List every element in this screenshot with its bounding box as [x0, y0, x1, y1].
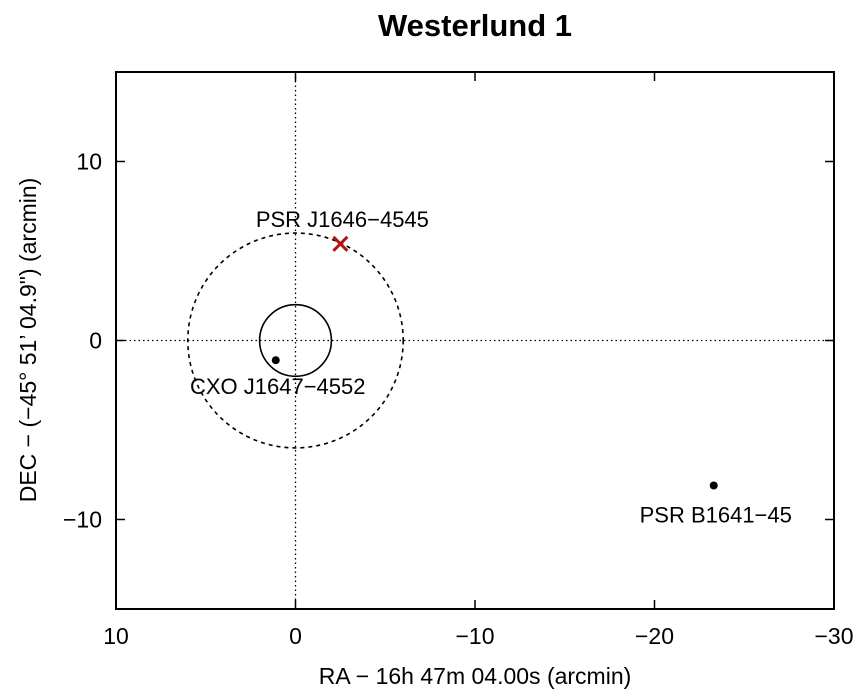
point-label: CXO J1647−4552 — [190, 374, 366, 399]
solid-circle — [258, 303, 333, 378]
plot-frame — [115, 71, 835, 610]
point-label: PSR J1646−4545 — [256, 207, 429, 232]
chart-title: Westerlund 1 — [378, 8, 572, 43]
x-tick-label: −10 — [455, 623, 494, 649]
data-point — [271, 356, 280, 365]
data-point-cross — [332, 235, 349, 252]
y-axis-label: DEC − (−45° 51’ 04.9") (arcmin) — [15, 178, 41, 503]
x-tick-label: −30 — [814, 623, 853, 649]
plot-area: 10 0 −10 −20 −30 10 0 −10 CXO J1647−4552 PSR B164… — [63, 71, 854, 649]
point-label: PSR B1641−45 — [640, 502, 792, 527]
data-point — [709, 481, 718, 490]
x-tick-label: 0 — [289, 623, 302, 649]
dashed-circle — [187, 232, 404, 449]
y-tick-label: −10 — [63, 507, 102, 533]
x-tick-label: 10 — [103, 623, 129, 649]
x-axis-label: RA − 16h 47m 04.00s (arcmin) — [319, 663, 632, 689]
y-tick-label: 0 — [89, 328, 102, 354]
y-tick-label: 10 — [76, 149, 102, 175]
x-tick-label: −20 — [635, 623, 674, 649]
